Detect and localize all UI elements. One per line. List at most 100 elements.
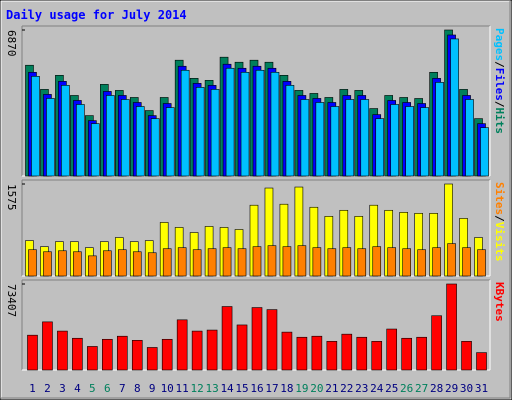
x-tick-label: 20 [310, 382, 323, 395]
bar [103, 250, 112, 277]
bar [42, 321, 53, 371]
bar [420, 107, 429, 177]
bar [266, 309, 278, 371]
bar [46, 98, 55, 177]
bar [356, 336, 368, 371]
bar [416, 336, 427, 371]
x-tick-label: 8 [134, 382, 141, 395]
x-tick-label: 15 [235, 382, 248, 395]
bar [120, 99, 130, 177]
bar [402, 248, 411, 277]
bar [177, 247, 187, 277]
bar [87, 346, 98, 371]
bar [461, 341, 472, 371]
bar [28, 249, 37, 277]
bar [462, 247, 471, 277]
bar [315, 102, 325, 177]
bar [312, 247, 322, 277]
x-tick-label: 19 [295, 382, 308, 395]
bar [240, 71, 250, 177]
bar [180, 69, 190, 177]
bar [341, 333, 353, 371]
x-tick-label: 24 [370, 382, 384, 395]
legend-entry: Visits [493, 222, 506, 262]
bar [106, 95, 115, 177]
bar [195, 87, 205, 177]
legend: KBytes [493, 282, 506, 322]
bar [210, 89, 220, 177]
bar [72, 337, 83, 371]
y-tick-label: 6870 [5, 30, 18, 57]
legend-separator: / [493, 101, 506, 108]
bar [390, 104, 400, 177]
x-tick-label: 31 [475, 382, 488, 395]
x-tick-label: 22 [340, 382, 353, 395]
legend-entry: Hits [493, 108, 506, 135]
chart-title: Daily usage for July 2014 [6, 8, 187, 22]
bar [176, 319, 188, 371]
x-tick-label: 21 [325, 382, 338, 395]
legend-entry: Sites [493, 182, 506, 215]
x-tick-label: 9 [149, 382, 156, 395]
bar [326, 341, 338, 371]
bar [375, 118, 385, 177]
bar [477, 249, 486, 277]
x-tick-label: 1 [29, 382, 36, 395]
x-tick-label: 29 [445, 382, 458, 395]
y-tick-label: 73407 [5, 284, 18, 317]
bar [251, 307, 263, 371]
bar [236, 324, 248, 371]
bar [417, 249, 426, 277]
bar [31, 76, 40, 177]
bar [76, 104, 85, 177]
bar [117, 249, 127, 277]
x-tick-label: 17 [265, 382, 278, 395]
bar [480, 127, 489, 177]
bar [191, 330, 203, 371]
bar [431, 315, 442, 371]
bar [147, 252, 157, 277]
x-tick-label: 7 [119, 382, 126, 395]
bar [401, 337, 412, 371]
y-tick-label: 1575 [5, 184, 18, 211]
legend-separator: / [493, 215, 506, 222]
bar [237, 248, 247, 277]
bar [371, 341, 383, 371]
bar [58, 250, 67, 277]
bar [102, 338, 113, 371]
bar [281, 331, 293, 371]
bar [296, 336, 308, 371]
x-tick-label: 3 [59, 382, 66, 395]
x-tick-label: 6 [104, 382, 111, 395]
bar [222, 247, 232, 277]
bar [57, 330, 68, 371]
bar [162, 248, 172, 277]
bar [192, 249, 202, 277]
legend-entry: Pages [493, 28, 506, 61]
bar [91, 123, 100, 177]
x-tick-label: 14 [220, 382, 234, 395]
bar [252, 246, 262, 277]
bar [432, 247, 441, 277]
bar [116, 335, 128, 371]
bar [360, 99, 370, 177]
bar [165, 107, 175, 177]
x-tick-label: 4 [74, 382, 81, 395]
bar [386, 328, 398, 371]
legend-separator: / [493, 61, 506, 68]
x-tick-label: 25 [385, 382, 398, 395]
bar [135, 106, 145, 177]
bar [225, 67, 235, 177]
bar [255, 69, 265, 177]
bar [476, 352, 487, 371]
bar [372, 246, 382, 277]
x-tick-label: 18 [280, 382, 293, 395]
legend: Sites/Visits [493, 182, 506, 262]
x-tick-label: 5 [89, 382, 96, 395]
bar [327, 248, 337, 277]
bar [311, 335, 323, 371]
bar [342, 247, 352, 277]
bar [405, 106, 414, 177]
bar [88, 255, 97, 277]
x-tick-label: 2 [44, 382, 51, 395]
